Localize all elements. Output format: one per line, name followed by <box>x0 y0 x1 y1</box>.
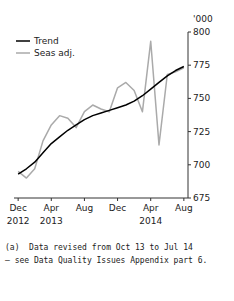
y-tick-label: 800 <box>193 27 210 37</box>
y-axis <box>188 32 189 198</box>
x-tick <box>183 198 184 201</box>
series-line <box>18 67 184 175</box>
legend-label: Trend <box>33 36 59 46</box>
legend-label: Seas adj. <box>34 48 75 58</box>
year-label: 2013 <box>40 216 63 226</box>
x-tick-label: Dec <box>9 203 26 213</box>
x-tick <box>84 198 85 201</box>
x-axis <box>14 198 188 199</box>
x-tick <box>117 198 118 201</box>
footnote: (a) Data revised from Oct 13 to Jul 14 <box>5 243 193 252</box>
x-tick-label: Aug <box>175 203 193 213</box>
chart: 675 700 725 750 775 800 '000 Dec Apr Aug Dec Apr Aug… <box>0 0 234 301</box>
x-tick <box>150 198 151 201</box>
x-tick <box>51 198 52 201</box>
y-axis-label: '000 <box>193 14 213 24</box>
plot-area <box>18 41 184 178</box>
y-tick <box>188 131 191 132</box>
series-line <box>18 41 184 178</box>
x-tick-label: Apr <box>143 203 159 213</box>
x-tick-label: Apr <box>43 203 59 213</box>
legend-swatch <box>16 52 30 54</box>
legend: Trend Seas adj. <box>16 36 75 58</box>
y-tick <box>188 98 191 99</box>
legend-swatch <box>16 40 30 42</box>
y-tick-label: 775 <box>193 60 210 70</box>
year-label: 2014 <box>139 216 162 226</box>
y-tick <box>188 164 191 165</box>
y-tick-label: 750 <box>193 93 210 103</box>
x-tick <box>18 198 19 201</box>
x-tick-label: Aug <box>76 203 94 213</box>
footnote: — see Data Quality Issues Appendix part … <box>5 256 207 265</box>
y-tick <box>188 198 191 199</box>
y-tick <box>188 32 191 33</box>
y-tick-label: 700 <box>193 160 210 170</box>
x-tick-label: Dec <box>109 203 126 213</box>
y-tick <box>188 65 191 66</box>
year-label: 2012 <box>7 216 30 226</box>
y-tick-label: 725 <box>193 127 210 137</box>
y-tick-label: 675 <box>193 193 210 203</box>
